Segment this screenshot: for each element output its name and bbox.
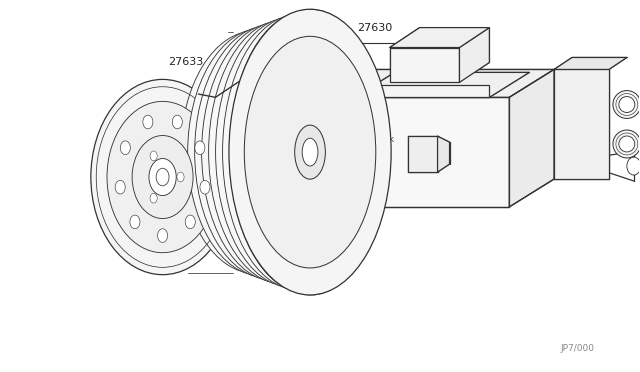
Ellipse shape: [150, 151, 157, 161]
Ellipse shape: [613, 90, 640, 118]
Ellipse shape: [223, 15, 372, 290]
Text: JP7/000: JP7/000: [560, 344, 594, 353]
Ellipse shape: [149, 158, 176, 196]
Ellipse shape: [195, 141, 205, 155]
Polygon shape: [554, 58, 627, 70]
Ellipse shape: [294, 125, 325, 179]
Ellipse shape: [229, 9, 391, 295]
Ellipse shape: [216, 17, 365, 287]
Ellipse shape: [185, 215, 195, 229]
Ellipse shape: [619, 97, 635, 112]
Text: 27633: 27633: [168, 57, 203, 67]
Ellipse shape: [244, 36, 376, 268]
Polygon shape: [310, 97, 509, 207]
Ellipse shape: [115, 180, 125, 194]
Polygon shape: [277, 105, 293, 123]
Ellipse shape: [627, 157, 640, 175]
Ellipse shape: [302, 138, 318, 166]
Polygon shape: [438, 136, 449, 172]
Polygon shape: [355, 73, 529, 97]
Ellipse shape: [143, 115, 153, 129]
Ellipse shape: [188, 28, 337, 276]
Polygon shape: [390, 48, 460, 82]
Ellipse shape: [202, 23, 351, 282]
Ellipse shape: [157, 229, 168, 243]
Ellipse shape: [107, 101, 218, 253]
Polygon shape: [460, 28, 490, 82]
Ellipse shape: [209, 20, 358, 284]
Ellipse shape: [237, 9, 385, 295]
Ellipse shape: [230, 12, 379, 292]
Ellipse shape: [120, 141, 131, 155]
Polygon shape: [554, 70, 609, 179]
Ellipse shape: [132, 135, 193, 218]
Ellipse shape: [150, 193, 157, 203]
Text: KK: KK: [385, 137, 394, 143]
FancyBboxPatch shape: [270, 107, 284, 117]
Ellipse shape: [619, 136, 635, 152]
Polygon shape: [509, 70, 554, 207]
Polygon shape: [390, 28, 490, 48]
Polygon shape: [408, 136, 438, 172]
Polygon shape: [355, 86, 490, 97]
Ellipse shape: [156, 168, 169, 186]
Ellipse shape: [130, 215, 140, 229]
Ellipse shape: [180, 31, 330, 273]
Ellipse shape: [172, 115, 182, 129]
Ellipse shape: [613, 130, 640, 158]
Ellipse shape: [195, 25, 344, 279]
Text: 27630: 27630: [357, 23, 392, 33]
Ellipse shape: [91, 79, 234, 275]
Ellipse shape: [200, 180, 210, 194]
Ellipse shape: [177, 172, 184, 182]
Polygon shape: [310, 70, 554, 97]
